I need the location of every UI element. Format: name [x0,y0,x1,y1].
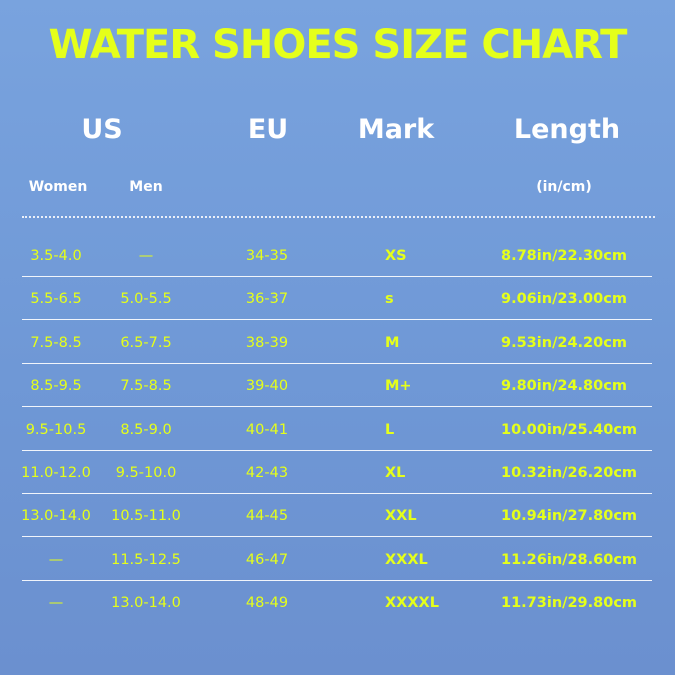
cell-mark: XXXXL [385,595,439,612]
cell-women: 5.5-6.5 [30,291,82,308]
table-row: 13.0-14.0 10.5-11.0 44-45 XXL 10.94in/27.80c… [0,495,675,538]
cell-length: 8.78in/22.30cm [501,248,627,264]
row-divider [22,536,652,538]
cell-mark: M+ [385,378,412,395]
header-divider [22,216,655,218]
header-length: Length [513,114,621,145]
cell-length: 9.80in/24.80cm [501,378,627,395]
cell-women: — [48,595,64,612]
cell-length: 10.00in/25.40cm [501,421,638,438]
cell-length: 9.53in/24.20cm [501,334,627,351]
cell-eu: 44-45 [245,508,289,525]
row-divider [22,276,652,277]
row-divider [22,579,652,581]
row-divider [22,449,652,451]
cell-women: 8.5-9.5 [30,378,82,395]
row-divider [22,406,652,408]
cell-women: 9.5-10.5 [25,421,87,438]
cell-eu: 42-43 [245,465,289,481]
subheader-length-unit: (in/cm) [536,179,592,195]
cell-length: 10.94in/27.80cm [501,508,638,525]
cell-eu: 39-40 [245,378,289,395]
cell-men: — [138,248,154,264]
header-mark: Mark [357,114,435,145]
header-us: US [81,114,123,145]
cell-mark: M [385,334,400,351]
cell-men: 13.0-14.0 [111,595,181,612]
cell-eu: 40-41 [245,421,289,438]
cell-men: 6.5-7.5 [120,334,172,351]
cell-eu: 38-39 [245,334,289,351]
row-divider [22,362,652,364]
cell-length: 9.06in/23.00cm [501,291,627,308]
cell-men: 10.5-11.0 [111,508,181,525]
cell-length: 10.32in/26.20cm [501,465,638,481]
cell-mark: XS [385,248,407,264]
table-row: 11.0-12.0 9.5-10.0 42-43 XL 10.32in/26.20cm [0,452,675,495]
cell-length: 11.26in/28.60cm [501,551,638,568]
cell-men: 5.0-5.5 [120,291,172,308]
subheader-men: Men [129,179,163,195]
cell-women: 13.0-14.0 [21,508,91,525]
table-row: 5.5-6.5 5.0-5.5 36-37 s 9.06in/23.00cm [0,278,675,321]
table-row: 8.5-9.5 7.5-8.5 39-40 M+ 9.80in/24.80cm [0,365,675,408]
table-row: 7.5-8.5 6.5-7.5 38-39 M 9.53in/24.20cm [0,322,675,365]
table-row: — 13.0-14.0 48-49 XXXXL 11.73in/29.80cm [0,582,675,625]
cell-mark: XXL [385,508,417,525]
cell-women: 3.5-4.0 [30,248,82,264]
cell-men: 8.5-9.0 [120,421,172,438]
table-row: 3.5-4.0 — 34-35 XS 8.78in/22.30cm [0,235,675,278]
cell-eu: 46-47 [245,551,289,568]
cell-mark: XXXL [385,551,428,568]
cell-mark: XL [385,465,406,481]
cell-length: 11.73in/29.80cm [501,595,638,612]
row-divider [22,319,652,321]
cell-men: 9.5-10.0 [115,465,177,481]
cell-eu: 34-35 [245,248,289,264]
table-row: — 11.5-12.5 46-47 XXXL 11.26in/28.60cm [0,539,675,582]
cell-mark: L [385,421,395,438]
cell-men: 11.5-12.5 [111,551,181,568]
subheader-women: Women [28,179,88,195]
header-eu: EU [247,114,289,145]
cell-eu: 36-37 [245,291,289,308]
cell-mark: s [385,291,394,308]
cell-eu: 48-49 [245,595,289,612]
cell-women: 7.5-8.5 [30,334,82,351]
chart-title: WATER SHOES SIZE CHART [48,22,628,68]
cell-women: — [48,551,64,568]
cell-women: 11.0-12.0 [21,465,91,481]
table-row: 9.5-10.5 8.5-9.0 40-41 L 10.00in/25.40cm [0,409,675,452]
cell-men: 7.5-8.5 [120,378,172,395]
row-divider [22,493,652,494]
